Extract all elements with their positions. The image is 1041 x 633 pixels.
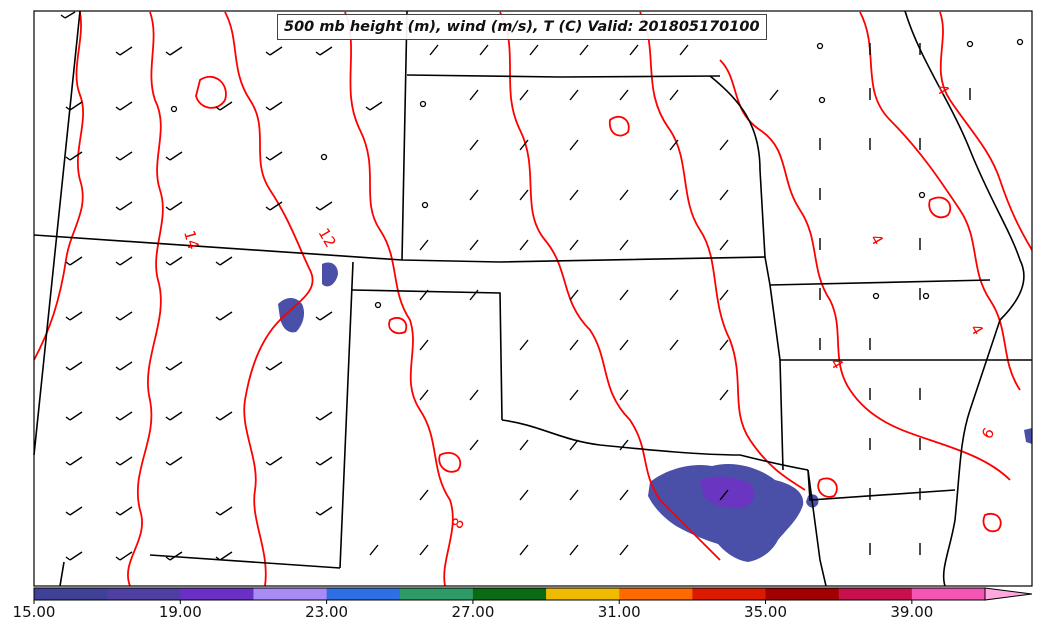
contour-loop-3 xyxy=(928,196,952,219)
map-title: 500 mb height (m), wind (m/s), T (C) Val… xyxy=(277,14,767,40)
wind-barb-row-11 xyxy=(65,543,921,561)
precip-area-texas-inner xyxy=(700,476,755,509)
colorbar-segment xyxy=(472,588,547,600)
contour-14 xyxy=(33,11,84,361)
contour-loop-6 xyxy=(388,317,408,335)
colorbar-segment xyxy=(546,588,620,600)
colorbar-extend-arrow xyxy=(984,587,1033,601)
border-mississippi xyxy=(904,10,1025,587)
contour-8 xyxy=(344,11,454,587)
wind-barb-row-3 xyxy=(65,138,921,161)
border-co-nm xyxy=(339,261,354,569)
colorbar-tick-label: 39.00 xyxy=(890,603,934,621)
contour-12 xyxy=(224,11,314,587)
colorbar-segment xyxy=(253,588,328,600)
colorbar-segment xyxy=(399,588,474,600)
temperature-contours xyxy=(33,11,1033,587)
border-sw xyxy=(59,561,65,587)
colorbar-tick-label: 23.00 xyxy=(305,603,349,621)
calm-wind-markers xyxy=(170,38,1024,309)
wind-barb-row-8 xyxy=(65,388,921,421)
contour-8b xyxy=(499,11,721,561)
wind-barb-row-9 xyxy=(65,438,921,466)
border-ks-mo xyxy=(709,75,766,258)
colorbar-tick-label: 19.00 xyxy=(158,603,202,621)
precip-area-small xyxy=(1024,428,1032,444)
colorbar-segment xyxy=(326,588,401,600)
contour-4 xyxy=(719,59,1011,481)
map-border xyxy=(33,10,1033,587)
colorbar-segment xyxy=(765,588,840,600)
contour-14b xyxy=(127,11,164,587)
colorbar-segment xyxy=(692,588,767,600)
precip-area-colorado xyxy=(278,298,304,333)
shaded-precip-areas xyxy=(278,262,1032,562)
contour-loop-5 xyxy=(982,512,1002,533)
wind-barb-row-4 xyxy=(115,188,821,211)
wind-barb-row-2 xyxy=(65,88,971,111)
colorbar-ticks xyxy=(33,600,913,604)
colorbar-segment xyxy=(838,588,913,600)
contour-loop-2 xyxy=(608,115,630,137)
wind-barb-row-5 xyxy=(65,238,921,266)
border-wy-co-ne xyxy=(33,234,766,263)
precip-area-colorado-2 xyxy=(322,262,338,287)
colorbar-tick-label: 27.00 xyxy=(451,603,495,621)
colorbar-segment xyxy=(34,588,108,600)
wind-barb-row-7 xyxy=(65,338,871,371)
wind-barb-row-10 xyxy=(65,488,921,516)
contour-loop-7 xyxy=(817,477,838,498)
wind-barb-row-6 xyxy=(65,288,921,321)
border-co-ks xyxy=(401,10,408,261)
precip-area-texas xyxy=(648,463,804,562)
border-ne-ks xyxy=(406,74,721,78)
border-tx-nm xyxy=(149,554,341,569)
border-mo-ar xyxy=(769,279,991,286)
colorbar-outline xyxy=(33,587,986,601)
colorbar-segment xyxy=(180,588,254,600)
border-red-river xyxy=(807,469,827,587)
colorbar-tick-label: 31.00 xyxy=(597,603,641,621)
colorbar-tick-label: 35.00 xyxy=(744,603,788,621)
contour-4b xyxy=(859,11,1021,391)
contour-loop-4 xyxy=(438,452,462,473)
contour-2 xyxy=(939,11,1033,251)
contour-6 xyxy=(639,11,806,491)
colorbar-segment xyxy=(107,588,181,600)
border-nm-ok xyxy=(351,289,503,421)
contour-loop-1 xyxy=(195,75,227,109)
wind-barb-row-1 xyxy=(60,11,921,56)
state-borders xyxy=(33,10,1032,587)
map-background xyxy=(34,11,1032,586)
colorbar-tick-label: 15.00 xyxy=(12,603,56,621)
border-ok-tx xyxy=(501,419,809,471)
colorbar-segment xyxy=(619,588,693,600)
colorbar-segment xyxy=(911,588,986,600)
border-ks-ok xyxy=(764,256,784,471)
contour-label-14: 14 xyxy=(180,228,202,251)
border-ut-co xyxy=(33,10,81,456)
colorbar xyxy=(33,587,1033,601)
wind-barbs xyxy=(60,11,971,561)
